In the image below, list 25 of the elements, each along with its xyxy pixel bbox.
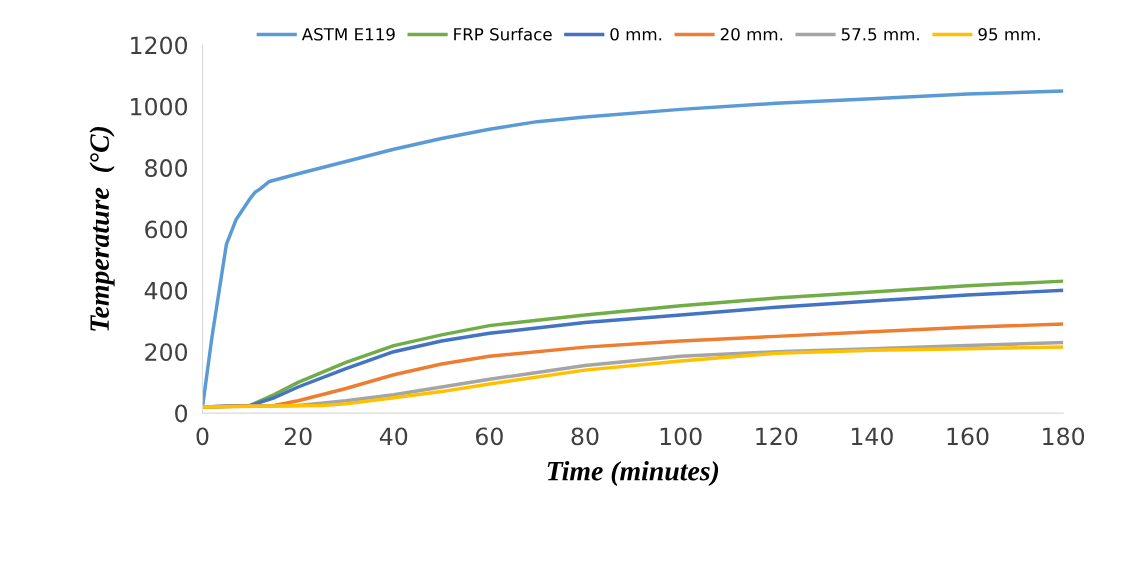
x-tick-label: 40 [379, 427, 408, 446]
legend-label: FRP Surface [454, 27, 552, 41]
legend-label: 95 mm. [978, 27, 1040, 41]
x-tick-label: 160 [947, 427, 989, 446]
y-tick-label: 1200 [131, 36, 188, 55]
legend-label: 0 mm. [610, 27, 662, 41]
y-tick-label: 1000 [131, 97, 188, 116]
x-tick-label: 180 [1043, 427, 1085, 446]
x-tick-label: 100 [660, 427, 702, 446]
x-tick-label: 140 [851, 427, 893, 446]
x-tick-label: 60 [476, 427, 503, 446]
legend-label: 57.5 mm. [841, 28, 919, 41]
y-tick-label: 600 [145, 220, 188, 239]
legend-label: ASTM E119 [301, 27, 395, 41]
x-tick-label: 20 [284, 427, 312, 446]
legend-label: 20 mm. [720, 27, 783, 41]
x-tick-label: 80 [571, 427, 599, 446]
y-tick-label: 0 [175, 404, 188, 423]
x-tick-label: 120 [756, 427, 798, 446]
y-tick-label: 200 [145, 343, 188, 362]
x-axis-title: Time (minutes) [547, 460, 719, 487]
y-tick-label: 800 [145, 159, 188, 177]
y-axis-title: Temperature (°C) [89, 126, 115, 331]
y-tick-label: 400 [144, 281, 188, 300]
x-tick-label: 0 [196, 427, 209, 446]
